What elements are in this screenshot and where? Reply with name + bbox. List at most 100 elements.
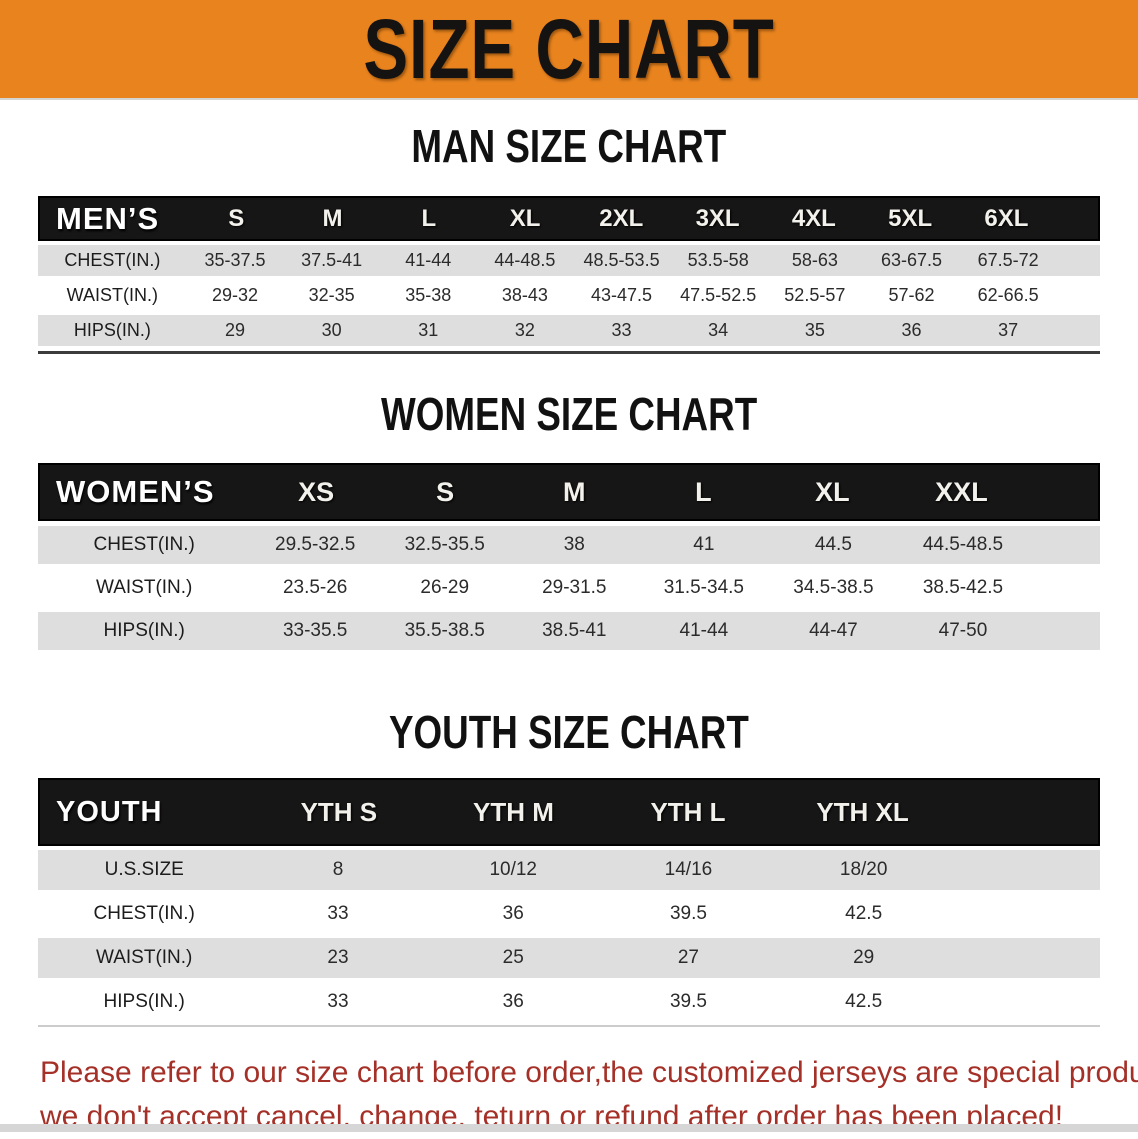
size-cell: 44.5-48.5 <box>922 534 1004 555</box>
size-cell: 32 <box>514 320 535 340</box>
size-cell: 63-67.5 <box>880 250 942 270</box>
size-cell: 47.5-52.5 <box>680 285 757 305</box>
womens-waist-row: WAIST(IN.) 23.5-26 26-29 29-31.5 31.5-34… <box>38 569 1100 607</box>
mens-col-header: 6XL <box>984 204 1029 232</box>
size-cell: 25 <box>502 947 524 968</box>
size-cell: 29-31.5 <box>542 577 607 598</box>
size-cell: 29.5-32.5 <box>275 534 356 555</box>
womens-hips-row: HIPS(IN.) 33-35.5 35.5-38.5 38.5-41 41-4… <box>38 612 1100 650</box>
size-cell: 29 <box>224 320 245 340</box>
size-cell: 30 <box>321 320 342 340</box>
mens-col-header: L <box>421 204 437 232</box>
size-cell: 42.5 <box>845 903 883 924</box>
size-cell: 42.5 <box>845 991 883 1012</box>
size-cell: 39.5 <box>669 991 707 1012</box>
size-cell: 36 <box>901 320 922 340</box>
women-section-heading-text: WOMEN SIZE CHART <box>380 388 758 440</box>
womens-col-header: XL <box>815 476 850 507</box>
size-cell: 32.5-35.5 <box>404 534 485 555</box>
size-cell: 23 <box>327 947 349 968</box>
mens-col-header: 2XL <box>599 204 644 232</box>
row-label: CHEST(IN.) <box>64 250 161 270</box>
womens-col-header: M <box>563 476 586 507</box>
size-cell: 29 <box>853 947 875 968</box>
disclaimer-line-1: Please refer to our size chart before or… <box>40 1056 1138 1089</box>
youth-table-bottom-rule <box>38 1025 1100 1027</box>
youth-waist-row: WAIST(IN.) 23 25 27 29 <box>38 938 1100 978</box>
size-cell: 29-32 <box>211 285 259 305</box>
womens-size-table: WOMEN’S XS S M L XL XXL CHEST(IN.) 29.5-… <box>38 463 1100 650</box>
size-cell: 33 <box>327 991 349 1012</box>
size-cell: 33 <box>611 320 632 340</box>
youth-col-header: YTH M <box>472 796 554 827</box>
size-cell: 34.5-38.5 <box>793 577 874 598</box>
row-label: WAIST(IN.) <box>66 285 158 305</box>
womens-col-header: L <box>695 476 712 507</box>
size-cell: 41-44 <box>405 250 452 270</box>
row-label: WAIST(IN.) <box>95 577 193 598</box>
size-cell: 47-50 <box>938 620 988 641</box>
womens-table-header-row: WOMEN’S XS S M L XL XXL <box>38 463 1100 521</box>
size-cell: 27 <box>677 947 699 968</box>
mens-size-table: MEN’S S M L XL 2XL 3XL 4XL 5XL 6XL CHEST… <box>38 196 1100 354</box>
youth-hips-row: HIPS(IN.) 33 36 39.5 42.5 <box>38 982 1100 1022</box>
bottom-gray-strip <box>0 1124 1138 1132</box>
men-section-heading: MAN SIZE CHART <box>0 120 1138 172</box>
mens-table-header-row: MEN’S S M L XL 2XL 3XL 4XL 5XL 6XL <box>38 196 1100 241</box>
size-cell: 58-63 <box>791 250 838 270</box>
row-label: CHEST(IN.) <box>93 903 195 924</box>
size-chart-banner: SIZE CHART <box>0 0 1138 100</box>
size-cell: 23.5-26 <box>282 577 348 598</box>
size-cell: 44-47 <box>809 620 858 641</box>
size-cell: 62-66.5 <box>977 285 1039 305</box>
size-cell: 36 <box>502 903 524 924</box>
youth-chest-row: CHEST(IN.) 33 36 39.5 42.5 <box>38 894 1100 934</box>
womens-chest-row: CHEST(IN.) 29.5-32.5 32.5-35.5 38 41 44.… <box>38 526 1100 564</box>
mens-col-header: XL <box>509 204 541 232</box>
women-section-heading: WOMEN SIZE CHART <box>0 388 1138 440</box>
size-cell: 18/20 <box>839 859 888 880</box>
size-cell: 10/12 <box>489 859 537 880</box>
youth-section-heading: YOUTH SIZE CHART <box>0 706 1138 758</box>
youth-ussize-row: U.S.SIZE 8 10/12 14/16 18/20 <box>38 850 1100 890</box>
mens-table-corner-label: MEN’S <box>56 200 160 236</box>
size-cell: 14/16 <box>664 859 713 880</box>
mens-col-header: 3XL <box>695 204 740 232</box>
row-label: U.S.SIZE <box>104 859 184 880</box>
men-section-heading-text: MAN SIZE CHART <box>411 120 727 172</box>
size-cell: 53.5-58 <box>687 250 749 270</box>
womens-col-header: S <box>436 476 455 507</box>
size-cell: 44-48.5 <box>494 250 556 270</box>
size-cell: 37.5-41 <box>301 250 363 270</box>
row-label: HIPS(IN.) <box>103 991 185 1012</box>
youth-col-header: YTH L <box>650 796 726 827</box>
mens-table-bottom-rule <box>38 351 1100 354</box>
womens-col-header: XS <box>298 476 335 507</box>
size-cell: 33 <box>327 903 349 924</box>
row-label: WAIST(IN.) <box>95 947 193 968</box>
row-label: HIPS(IN.) <box>73 320 151 340</box>
size-cell: 32-35 <box>308 285 355 305</box>
youth-section-heading-text: YOUTH SIZE CHART <box>389 706 749 758</box>
size-cell: 34 <box>708 320 729 340</box>
youth-col-header: YTH S <box>300 796 378 827</box>
size-cell: 38-43 <box>501 285 548 305</box>
size-cell: 35-38 <box>405 285 452 305</box>
mens-hips-row: HIPS(IN.) 29 30 31 32 33 34 35 36 37 <box>38 315 1100 346</box>
youth-col-header: YTH XL <box>816 796 909 827</box>
size-cell: 44.5 <box>814 534 852 555</box>
mens-col-header: M <box>322 204 343 232</box>
size-cell: 43-47.5 <box>591 285 653 305</box>
row-label: HIPS(IN.) <box>103 620 185 641</box>
order-disclaimer: Please refer to our size chart before or… <box>0 1051 1138 1139</box>
size-cell: 36 <box>502 991 524 1012</box>
mens-waist-row: WAIST(IN.) 29-32 32-35 35-38 38-43 43-47… <box>38 280 1100 311</box>
womens-col-header: XXL <box>935 476 988 507</box>
size-cell: 37 <box>998 320 1019 340</box>
size-cell: 48.5-53.5 <box>583 250 660 270</box>
size-cell: 38.5-42.5 <box>922 577 1004 598</box>
size-cell: 35.5-38.5 <box>404 620 485 641</box>
size-cell: 39.5 <box>669 903 707 924</box>
womens-table-corner-label: WOMEN’S <box>56 474 215 509</box>
mens-chest-row: CHEST(IN.) 35-37.5 37.5-41 41-44 44-48.5… <box>38 245 1100 276</box>
